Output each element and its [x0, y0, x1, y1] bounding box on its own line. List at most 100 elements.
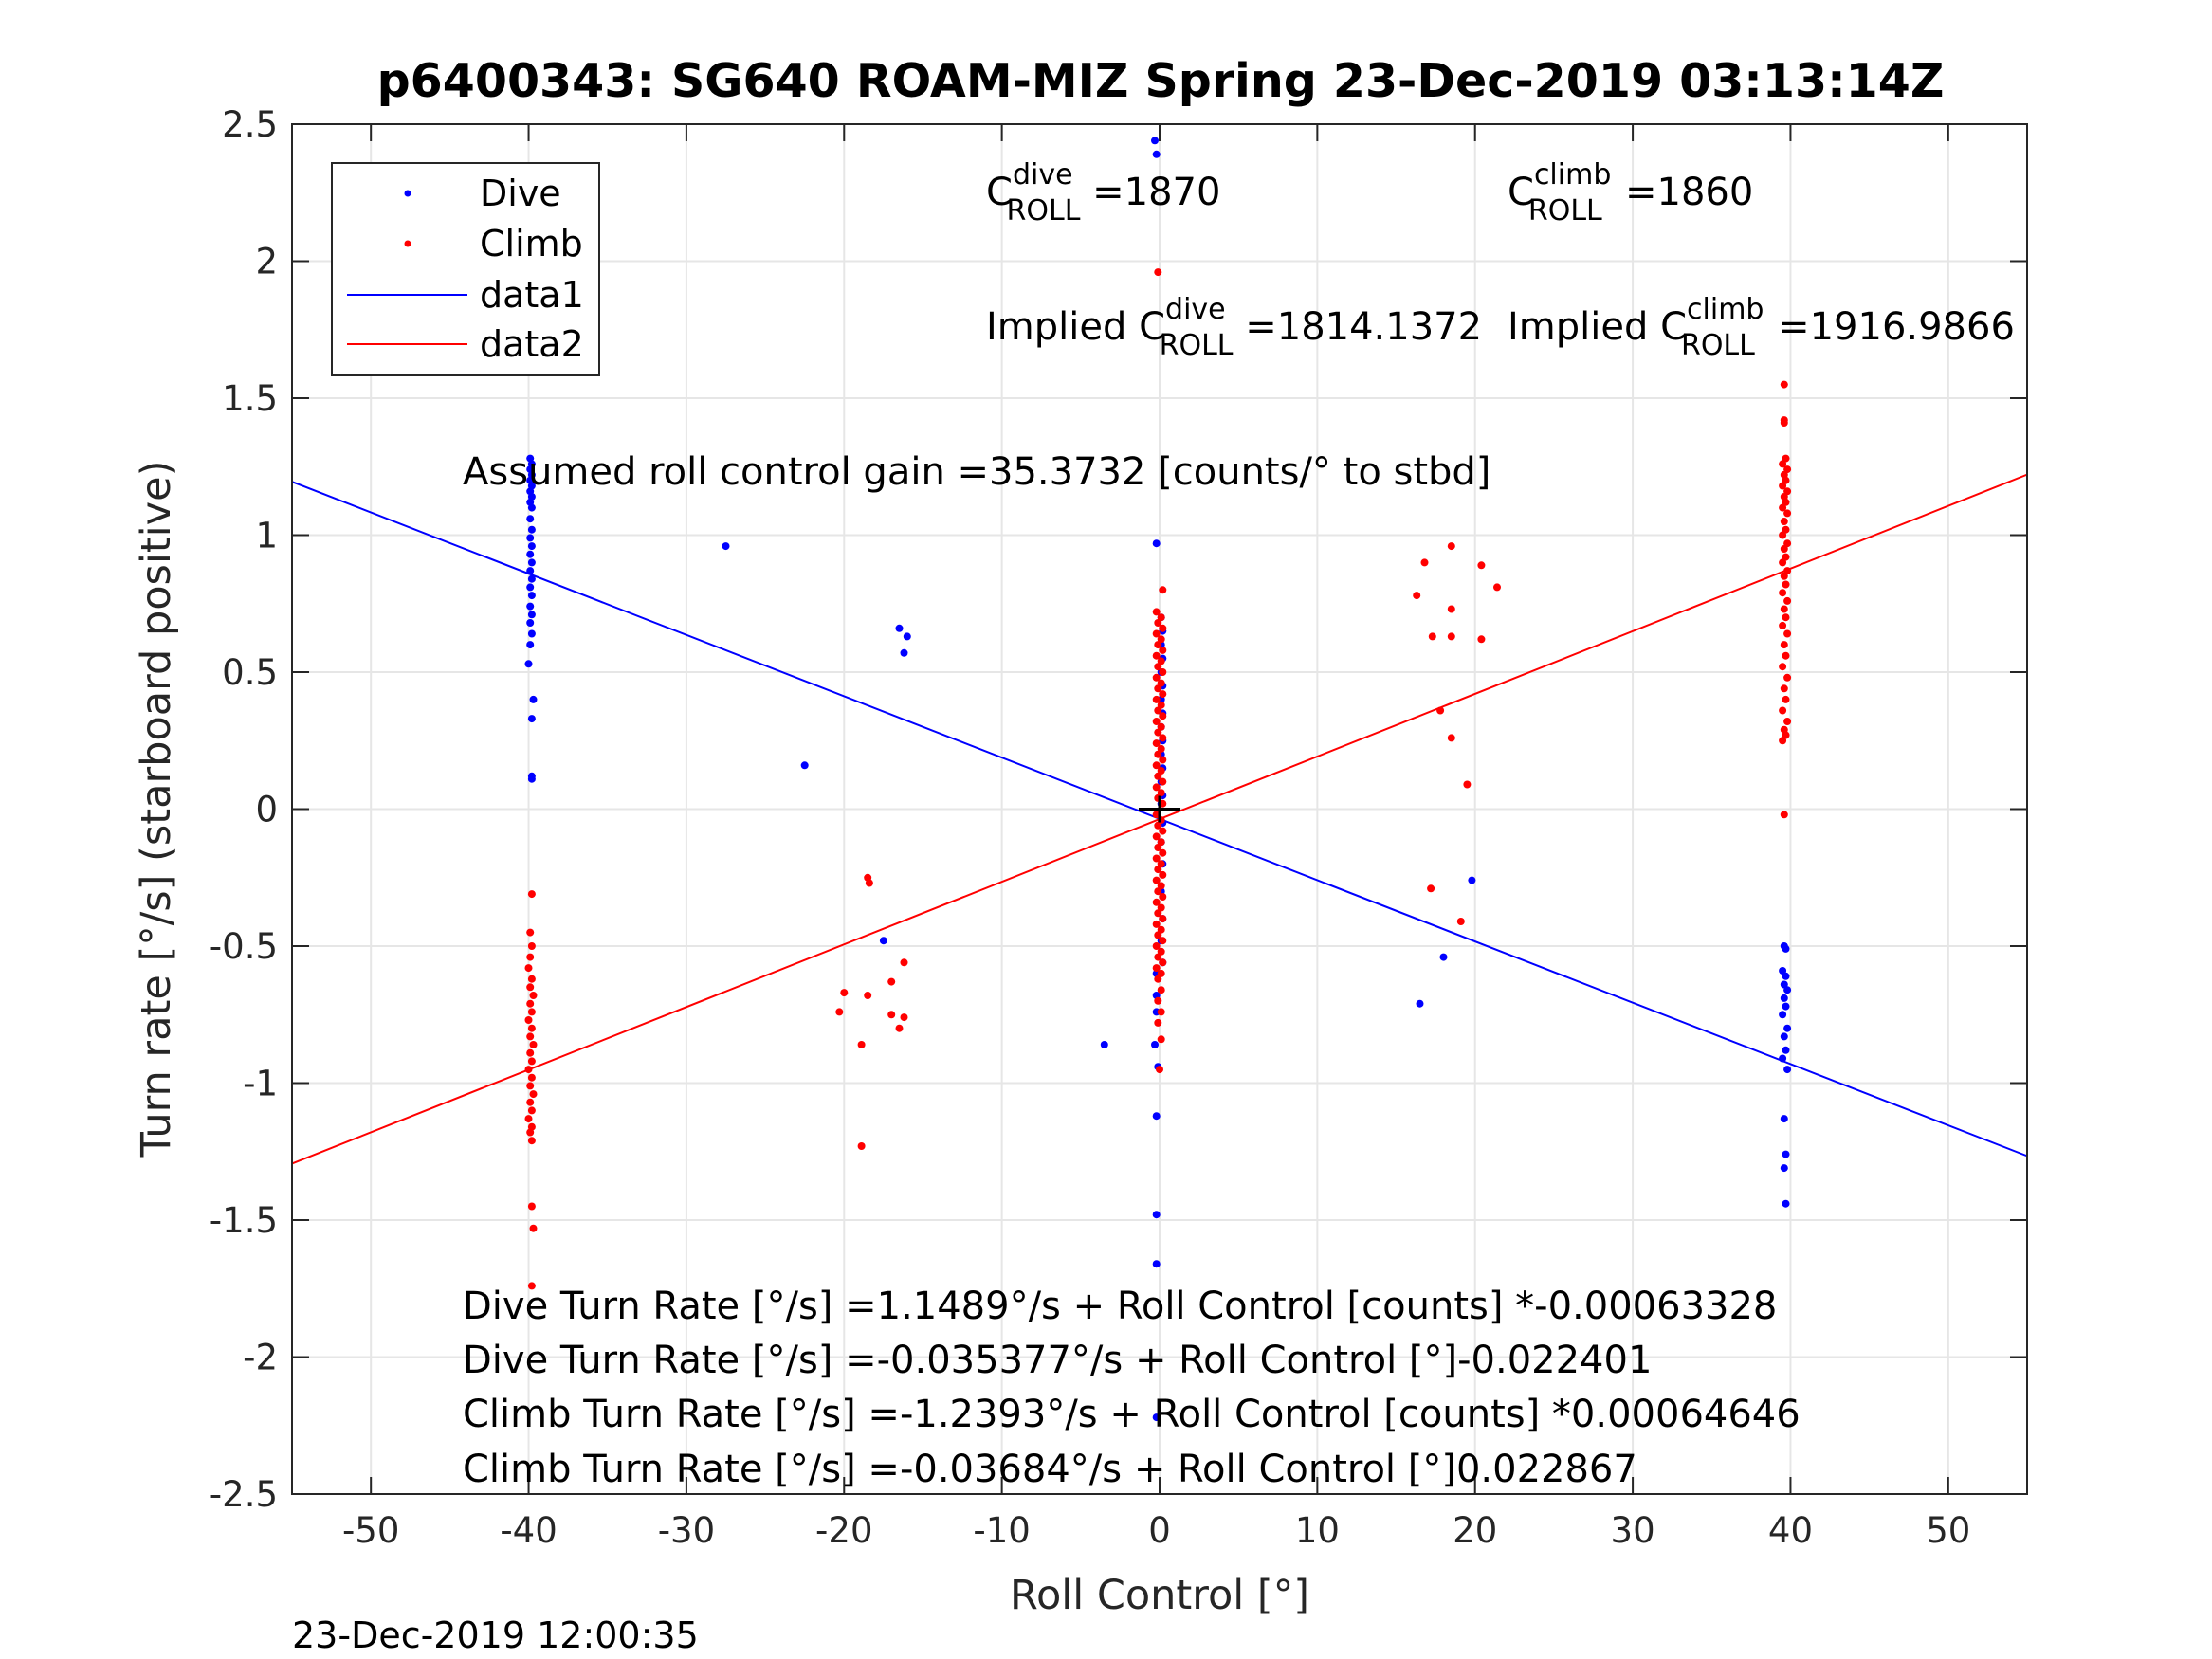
dive-point [1152, 1112, 1161, 1121]
c-roll-climb-annotation: Cclimb ROLL =1860 [1508, 158, 1753, 228]
climb-point [1782, 580, 1790, 589]
climb-point [1779, 621, 1787, 629]
dive-point [722, 542, 730, 551]
climb-point [527, 942, 536, 950]
dive-point [526, 550, 535, 558]
climb-point [1159, 937, 1167, 945]
climb-point [1157, 986, 1165, 994]
x-tick-label: 20 [1453, 1510, 1497, 1551]
climb-point [1783, 509, 1792, 518]
climb-point [1152, 761, 1161, 770]
chart-title: p6400343: SG640 ROAM-MIZ Spring 23-Dec-2… [377, 54, 1945, 108]
climb-point [1154, 844, 1162, 851]
climb-point [1782, 498, 1790, 506]
climb-point [1154, 909, 1162, 918]
climb-point [527, 1057, 536, 1066]
climb-point [526, 1128, 535, 1137]
climb-point [1157, 860, 1165, 868]
climb-point [1447, 542, 1455, 551]
climb-point [1152, 832, 1161, 841]
climb-point [527, 1008, 536, 1016]
climb-point [1157, 767, 1165, 775]
y-tick-label: -0.5 [210, 926, 278, 967]
y-tick-label: 2 [255, 242, 278, 283]
data-points [524, 137, 1792, 1422]
climb-point [1154, 684, 1162, 693]
y-tick-label: -1 [243, 1064, 278, 1104]
dive-point [1151, 137, 1159, 145]
climb-point [1159, 646, 1167, 654]
climb-point [1152, 898, 1161, 906]
dive-point [1439, 953, 1448, 961]
climb-point [1157, 838, 1165, 847]
climb-point [1780, 811, 1788, 819]
y-tick-label: 1 [255, 516, 278, 556]
dive-point [1780, 1032, 1788, 1041]
dive-point [1152, 1260, 1161, 1268]
climb-point [1157, 657, 1165, 665]
climb-point [524, 964, 533, 973]
climb-point [526, 1098, 535, 1106]
climb-point [1782, 553, 1790, 561]
climb-point [1783, 629, 1792, 638]
climb-point [1159, 827, 1167, 835]
legend-dive-label: Dive [480, 173, 561, 214]
climb-point [1154, 821, 1162, 830]
dive-point [1783, 986, 1792, 994]
climb-point [1779, 737, 1787, 745]
climb-point [526, 1048, 535, 1057]
dive-point [1782, 1199, 1790, 1208]
climb-point [1159, 586, 1167, 594]
dive-point [1416, 999, 1424, 1008]
climb-point [1780, 572, 1788, 580]
dive-point [526, 583, 535, 592]
climb-point [1427, 884, 1435, 893]
climb-point [1152, 854, 1161, 863]
legend-data1-label: data1 [480, 274, 584, 316]
climb-point [526, 983, 535, 992]
climb-point [526, 999, 535, 1008]
legend-climb-marker [404, 240, 411, 247]
x-tick-label: 30 [1611, 1510, 1655, 1551]
equation-dive-degrees: Dive Turn Rate [°/s] =-0.035377°/s + Rol… [463, 1339, 1652, 1382]
climb-point [1154, 887, 1162, 896]
climb-point [1780, 518, 1788, 525]
climb-point [1783, 539, 1792, 548]
climb-point [1157, 947, 1165, 956]
dive-point [1100, 1041, 1108, 1048]
climb-point [1780, 684, 1788, 693]
y-tick-label: -2.5 [210, 1474, 278, 1515]
climb-point [1779, 460, 1787, 468]
climb-point [1159, 690, 1167, 699]
dive-point [1782, 972, 1790, 980]
climb-point [529, 1090, 538, 1099]
x-tick-label: 40 [1768, 1510, 1813, 1551]
climb-point [1152, 651, 1161, 660]
annotations: Cdive ROLL =1870 Cclimb ROLL =1860 Implied… [463, 158, 2015, 1491]
climb-point [1779, 503, 1787, 512]
dive-point [879, 937, 887, 945]
climb-point [1152, 608, 1161, 616]
dive-point [526, 515, 535, 523]
climb-point [1154, 750, 1162, 758]
climb-point [865, 879, 873, 887]
dive-point [527, 611, 536, 619]
dive-point [1151, 1041, 1159, 1048]
dive-point [527, 775, 536, 783]
climb-point [1152, 739, 1161, 748]
climb-point [1156, 1066, 1163, 1074]
climb-point [529, 992, 538, 999]
climb-point [1152, 673, 1161, 682]
dive-point [524, 660, 533, 668]
dive-point [527, 503, 536, 512]
equation-climb-degrees: Climb Turn Rate [°/s] =-0.03684°/s + Rol… [463, 1448, 1637, 1491]
climb-point [529, 1224, 538, 1232]
climb-point [1447, 605, 1455, 613]
dive-point [1780, 1164, 1788, 1173]
climb-point [1154, 641, 1162, 649]
climb-point [1159, 958, 1167, 967]
climb-point [1157, 1008, 1165, 1016]
dive-point [526, 619, 535, 627]
climb-point [527, 1024, 536, 1032]
dive-point [527, 542, 536, 551]
